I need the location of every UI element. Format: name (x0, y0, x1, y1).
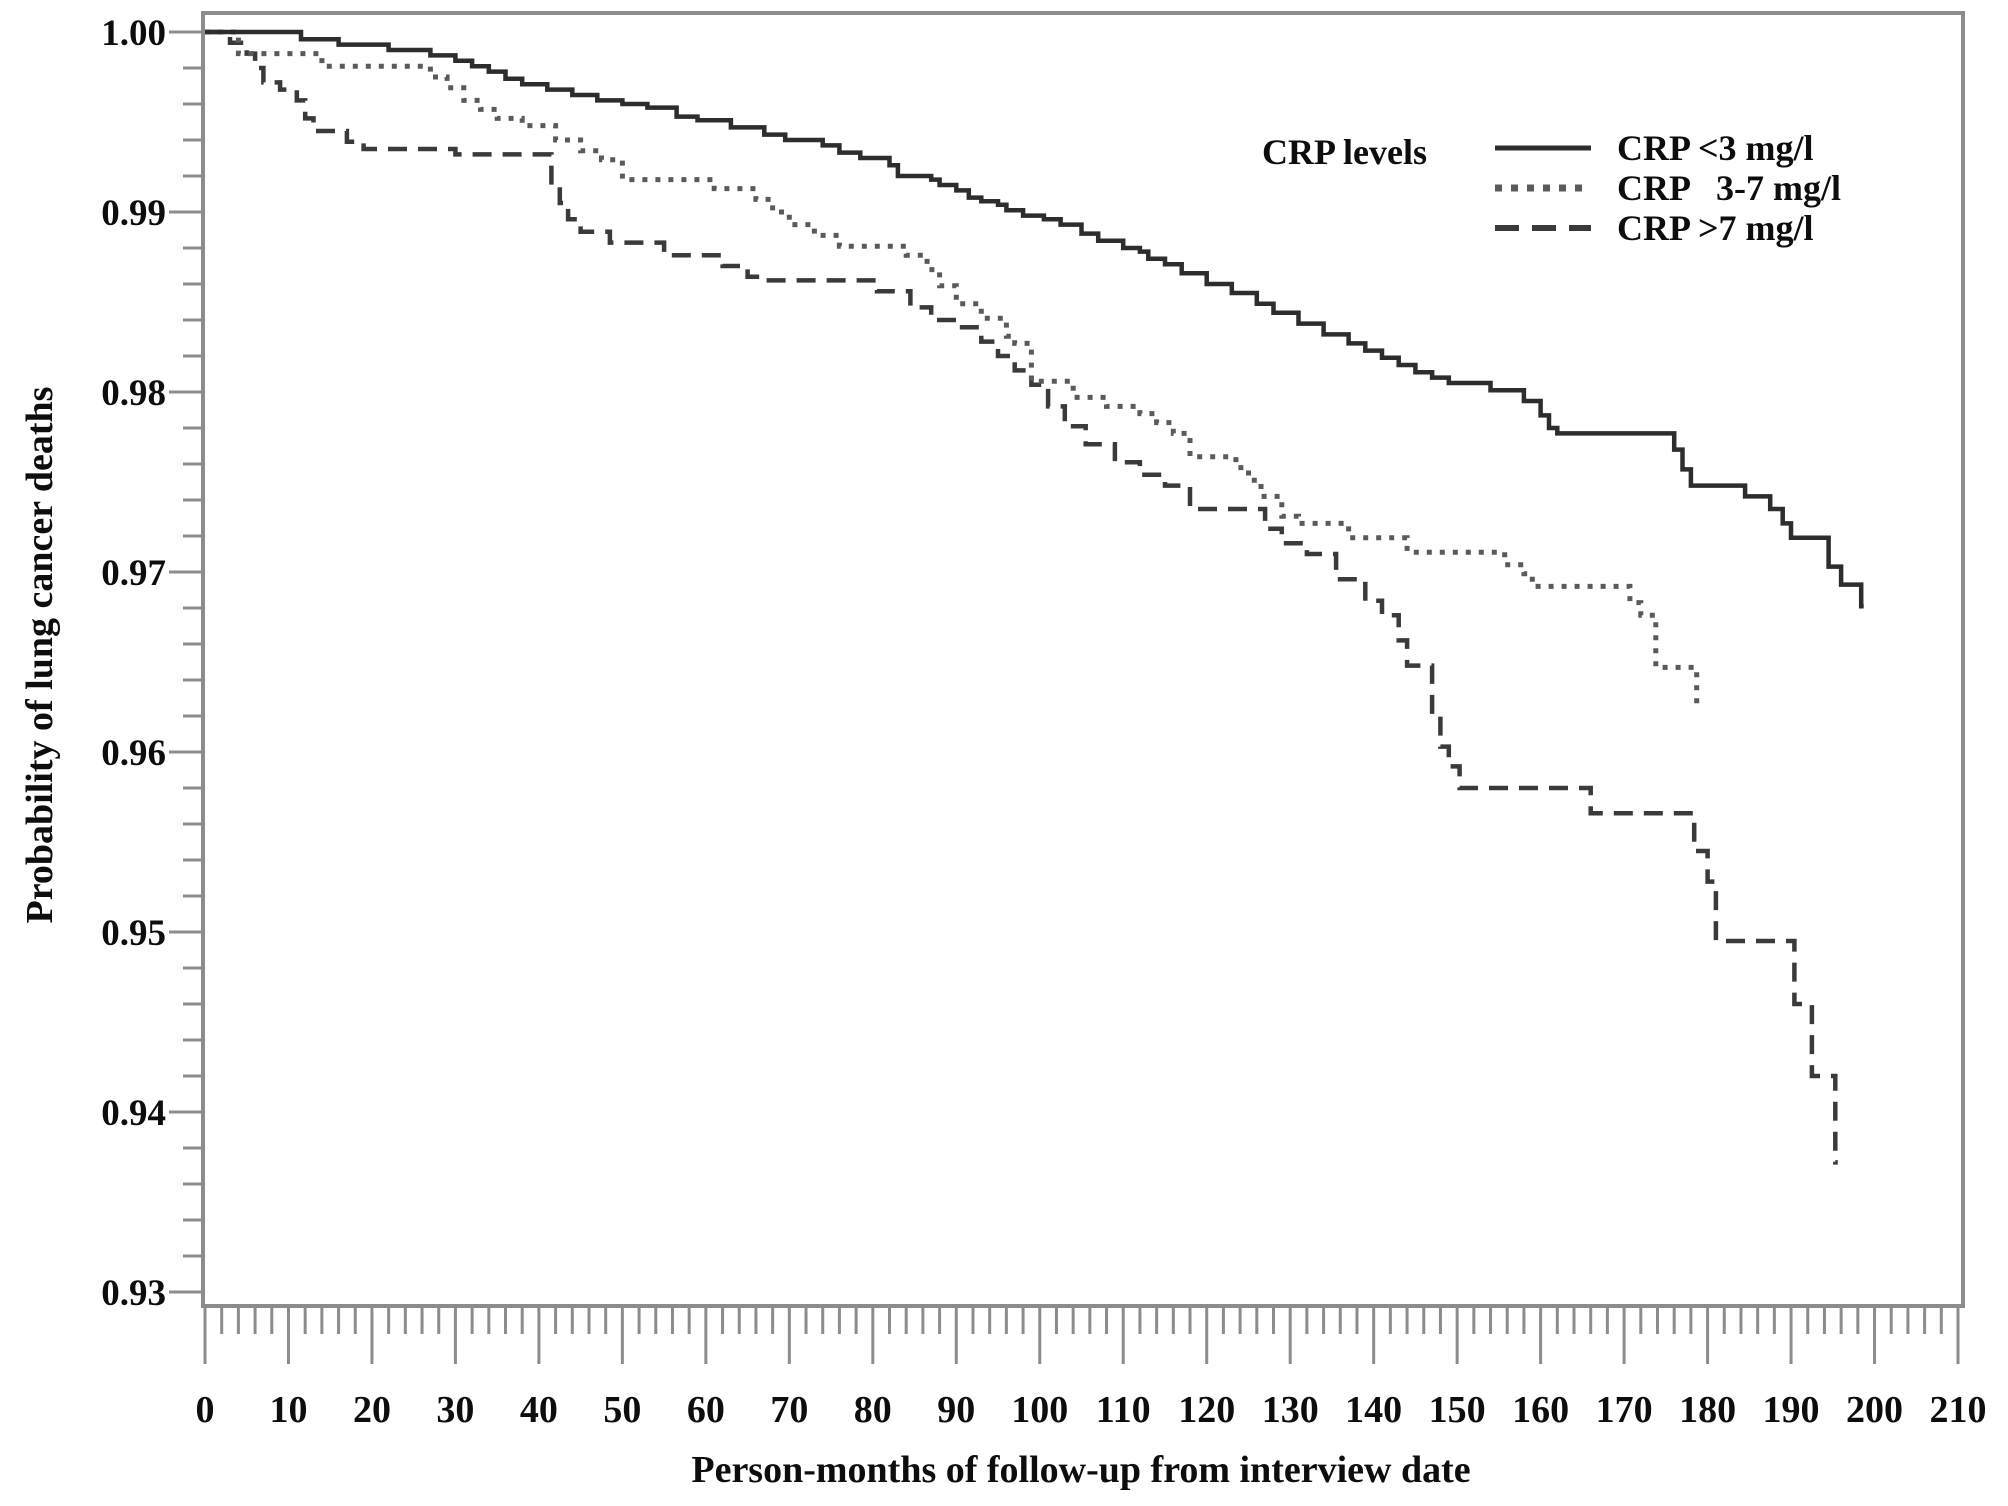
x-tick-label: 210 (1930, 1389, 1987, 1431)
x-tick-label: 10 (269, 1389, 307, 1431)
x-tick-label: 200 (1846, 1389, 1903, 1431)
curve-dotted-crp-3-7-mg-l (205, 29, 1700, 706)
x-tick-label: 20 (353, 1389, 391, 1431)
x-tick-label: 130 (1262, 1389, 1319, 1431)
x-tick-label: 190 (1763, 1389, 1820, 1431)
x-tick-label: 90 (937, 1389, 975, 1431)
curve-dashed-crp-7-mg-l (205, 29, 1838, 1165)
x-tick-label: 0 (196, 1389, 215, 1431)
x-tick-label: 120 (1178, 1389, 1235, 1431)
x-axis-title: Person-months of follow-up from intervie… (691, 1449, 1471, 1491)
dashed-line-sample-icon (1495, 225, 1591, 231)
x-tick-label: 180 (1679, 1389, 1736, 1431)
legend-row-crp-lt3: CRP <3 mg/l (1493, 128, 1841, 168)
legend-label-crp-3-7: CRP 3-7 mg/l (1617, 168, 1841, 208)
x-tick-label: 40 (520, 1389, 558, 1431)
y-tick-label: 0.94 (101, 1093, 166, 1134)
legend: CRP levels CRP <3 mg/l CRP 3-7 mg/l CRP … (1262, 128, 1841, 248)
y-tick-label: 0.95 (101, 913, 166, 954)
x-tick-label: 30 (436, 1389, 474, 1431)
y-tick-label: 0.97 (101, 553, 166, 594)
x-tick-label: 170 (1596, 1389, 1653, 1431)
solid-line-sample-icon (1495, 145, 1591, 151)
x-tick-label: 140 (1345, 1389, 1402, 1431)
y-tick-label: 1.00 (101, 13, 166, 54)
y-tick-label: 0.96 (101, 733, 166, 774)
x-tick-label: 100 (1011, 1389, 1068, 1431)
legend-row-crp-3-7: CRP 3-7 mg/l (1493, 168, 1841, 208)
curve-solid-crp-3-mg-l (205, 29, 1864, 609)
x-tick-label: 150 (1429, 1389, 1486, 1431)
y-axis-title: Probability of lung cancer deaths (19, 386, 61, 924)
x-tick-label: 110 (1096, 1389, 1151, 1431)
x-tick-label: 70 (770, 1389, 808, 1431)
legend-row-crp-gt7: CRP >7 mg/l (1493, 208, 1841, 248)
x-tick-label: 60 (687, 1389, 725, 1431)
x-tick-label: 80 (854, 1389, 892, 1431)
dotted-line-sample-icon (1495, 184, 1591, 192)
x-tick-label: 50 (603, 1389, 641, 1431)
plot-frame (201, 11, 1965, 1308)
legend-label-crp-lt3: CRP <3 mg/l (1617, 128, 1814, 168)
y-tick-label: 0.98 (101, 373, 166, 414)
y-tick-label: 0.93 (101, 1273, 166, 1314)
legend-label-crp-gt7: CRP >7 mg/l (1617, 208, 1814, 248)
x-tick-label: 160 (1512, 1389, 1569, 1431)
y-tick-label: 0.99 (101, 193, 166, 234)
legend-entries: CRP <3 mg/l CRP 3-7 mg/l CRP >7 mg/l (1493, 128, 1841, 248)
legend-title: CRP levels (1262, 132, 1427, 172)
